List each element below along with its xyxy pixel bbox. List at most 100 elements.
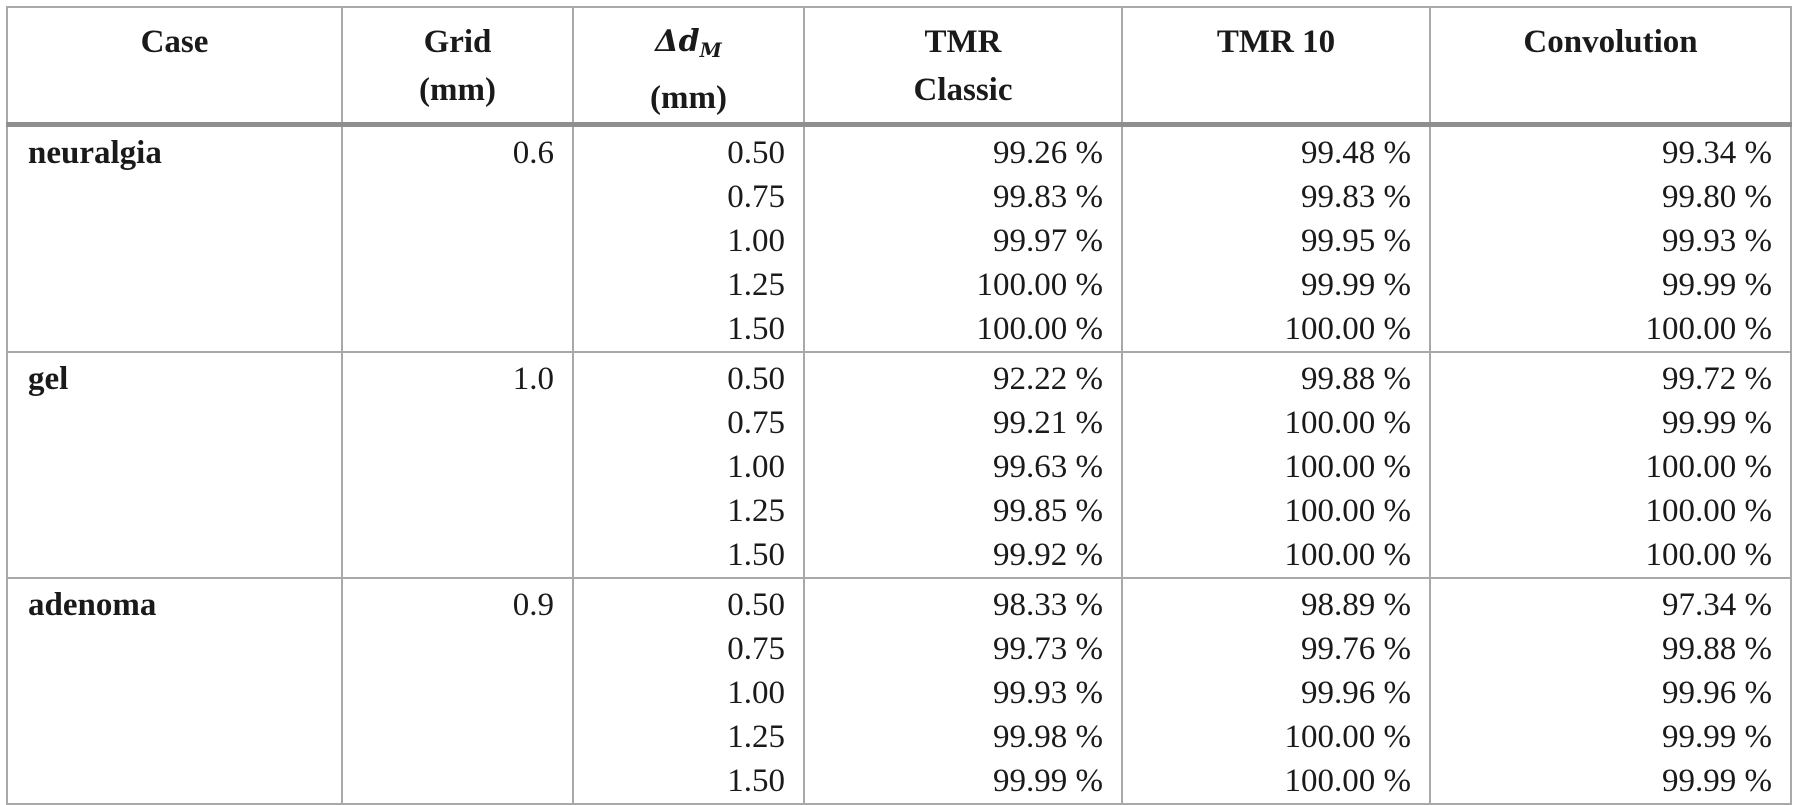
table-row: 1.50 99.92 % 100.00 % 100.00 % [7, 533, 1792, 578]
delta-dm-value: 1.00 [572, 671, 805, 715]
header-tmr10-label: TMR 10 [1216, 24, 1336, 60]
tmr10-value: 99.76 % [1121, 627, 1431, 671]
header-grid: Grid (mm) [341, 6, 574, 127]
convolution-value: 99.99 % [1429, 263, 1792, 307]
group-neuralgia: neuralgia 0.6 0.50 99.26 % 99.48 % 99.34… [6, 124, 1792, 352]
table-row: 1.25 99.85 % 100.00 % 100.00 % [7, 489, 1792, 533]
header-delta-dm: ΔdM (mm) [572, 6, 805, 127]
convolution-value: 99.72 % [1429, 352, 1792, 401]
grid-value: 0.6 [341, 124, 574, 352]
tmr10-value: 99.99 % [1121, 263, 1431, 307]
group-adenoma: adenoma 0.9 0.50 98.33 % 98.89 % 97.34 %… [6, 578, 1792, 804]
convolution-value: 99.93 % [1429, 219, 1792, 263]
delta-dm-value: 0.50 [572, 578, 805, 627]
tmr10-value: 98.89 % [1121, 578, 1431, 627]
header-case-label: Case [140, 24, 209, 60]
delta-dm-value: 1.25 [572, 715, 805, 759]
delta-dm-value: 0.50 [572, 124, 805, 175]
tmr-classic-value: 98.33 % [803, 578, 1123, 627]
table-row: 1.50 99.99 % 100.00 % 99.99 % [7, 759, 1792, 804]
convolution-value: 99.88 % [1429, 627, 1792, 671]
grid-value: 0.9 [341, 578, 574, 804]
tmr10-value: 100.00 % [1121, 489, 1431, 533]
convolution-value: 99.99 % [1429, 759, 1792, 804]
delta-dm-value: 1.00 [572, 219, 805, 263]
convolution-value: 100.00 % [1429, 445, 1792, 489]
tmr-classic-value: 99.26 % [803, 124, 1123, 175]
grid-value: 1.0 [341, 352, 574, 578]
header-delta-dm-symbol: ΔdM [574, 18, 803, 74]
tmr-classic-value: 99.63 % [803, 445, 1123, 489]
delta-dm-value: 1.50 [572, 533, 805, 578]
convolution-value: 99.34 % [1429, 124, 1792, 175]
tmr-classic-value: 100.00 % [803, 307, 1123, 352]
table-row: 0.75 99.21 % 100.00 % 99.99 % [7, 401, 1792, 445]
tmr10-value: 99.95 % [1121, 219, 1431, 263]
tmr-classic-value: 99.97 % [803, 219, 1123, 263]
header-grid-label: Grid [423, 24, 492, 60]
convolution-value: 99.99 % [1429, 715, 1792, 759]
header-row: Case Grid (mm) ΔdM (mm) TMR Classic TMR … [6, 6, 1792, 127]
table-row: 1.00 99.97 % 99.95 % 99.93 % [7, 219, 1792, 263]
tmr10-value: 99.88 % [1121, 352, 1431, 401]
tmr-classic-value: 100.00 % [803, 263, 1123, 307]
table-row: 1.50 100.00 % 100.00 % 100.00 % [7, 307, 1792, 352]
delta-dm-value: 0.50 [572, 352, 805, 401]
table-header: Case Grid (mm) ΔdM (mm) TMR Classic TMR … [6, 6, 1792, 127]
delta-dm-value: 1.25 [572, 489, 805, 533]
convolution-value: 99.99 % [1429, 401, 1792, 445]
results-table: Case Grid (mm) ΔdM (mm) TMR Classic TMR … [6, 6, 1792, 805]
delta-d-symbol: Δd [655, 24, 700, 59]
tmr-classic-value: 99.93 % [803, 671, 1123, 715]
table-row: 1.25 99.98 % 100.00 % 99.99 % [7, 715, 1792, 759]
convolution-value: 100.00 % [1429, 489, 1792, 533]
convolution-value: 99.80 % [1429, 175, 1792, 219]
tmr-classic-value: 92.22 % [803, 352, 1123, 401]
table-row: adenoma 0.9 0.50 98.33 % 98.89 % 97.34 % [6, 578, 1792, 804]
tmr-classic-value: 99.73 % [803, 627, 1123, 671]
case-name: gel [6, 352, 343, 578]
group-gel: gel 1.0 0.50 92.22 % 99.88 % 99.72 % 0.7… [6, 352, 1792, 578]
tmr10-value: 100.00 % [1121, 715, 1431, 759]
delta-dm-value: 0.75 [572, 175, 805, 219]
tmr10-value: 100.00 % [1121, 445, 1431, 489]
header-convolution-label: Convolution [1523, 24, 1698, 60]
table-row: gel 1.0 0.50 92.22 % 99.88 % 99.72 % [6, 352, 1792, 578]
convolution-value: 99.96 % [1429, 671, 1792, 715]
delta-dm-value: 1.00 [572, 445, 805, 489]
delta-d-subscript: M [699, 38, 722, 62]
header-tmr-classic-line2: Classic [913, 72, 1013, 108]
table-row: 1.00 99.63 % 100.00 % 100.00 % [7, 445, 1792, 489]
tmr10-value: 99.96 % [1121, 671, 1431, 715]
tmr-classic-value: 99.99 % [803, 759, 1123, 804]
table-row: 1.00 99.93 % 99.96 % 99.96 % [7, 671, 1792, 715]
tmr10-value: 100.00 % [1121, 759, 1431, 804]
tmr-classic-value: 99.85 % [803, 489, 1123, 533]
header-case: Case [6, 6, 343, 127]
delta-dm-value: 1.25 [572, 263, 805, 307]
table-row: 0.75 99.73 % 99.76 % 99.88 % [7, 627, 1792, 671]
case-name: neuralgia [6, 124, 343, 352]
convolution-value: 100.00 % [1429, 307, 1792, 352]
tmr-classic-value: 99.92 % [803, 533, 1123, 578]
table-row: 0.75 99.83 % 99.83 % 99.80 % [7, 175, 1792, 219]
header-delta-dm-unit: (mm) [650, 80, 727, 116]
delta-dm-value: 0.75 [572, 401, 805, 445]
table-row: 1.25 100.00 % 99.99 % 99.99 % [7, 263, 1792, 307]
header-tmr-classic: TMR Classic [803, 6, 1123, 127]
case-name: adenoma [6, 578, 343, 804]
convolution-value: 97.34 % [1429, 578, 1792, 627]
header-grid-unit: (mm) [419, 72, 496, 108]
delta-dm-value: 1.50 [572, 759, 805, 804]
tmr10-value: 100.00 % [1121, 307, 1431, 352]
table-row: neuralgia 0.6 0.50 99.26 % 99.48 % 99.34… [6, 124, 1792, 352]
tmr-classic-value: 99.98 % [803, 715, 1123, 759]
tmr10-value: 99.48 % [1121, 124, 1431, 175]
delta-dm-value: 1.50 [572, 307, 805, 352]
tmr-classic-value: 99.83 % [803, 175, 1123, 219]
header-convolution: Convolution [1429, 6, 1792, 127]
header-tmr10: TMR 10 [1121, 6, 1431, 127]
convolution-value: 100.00 % [1429, 533, 1792, 578]
tmr10-value: 99.83 % [1121, 175, 1431, 219]
tmr-classic-value: 99.21 % [803, 401, 1123, 445]
